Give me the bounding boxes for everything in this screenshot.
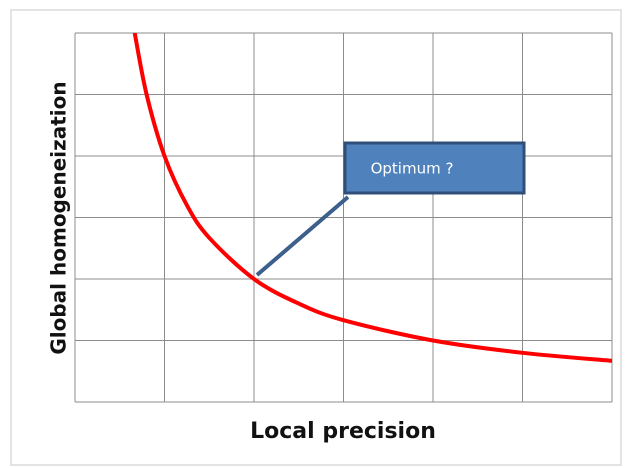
y-axis-label: Global homogeneization (47, 81, 71, 354)
annotation: Optimum ? (371, 160, 454, 178)
frame (10, 9, 622, 466)
x-axis-label: Local precision (250, 419, 436, 444)
callout-box (343, 141, 526, 195)
callout-connector (255, 195, 350, 277)
curve (132, 33, 612, 363)
